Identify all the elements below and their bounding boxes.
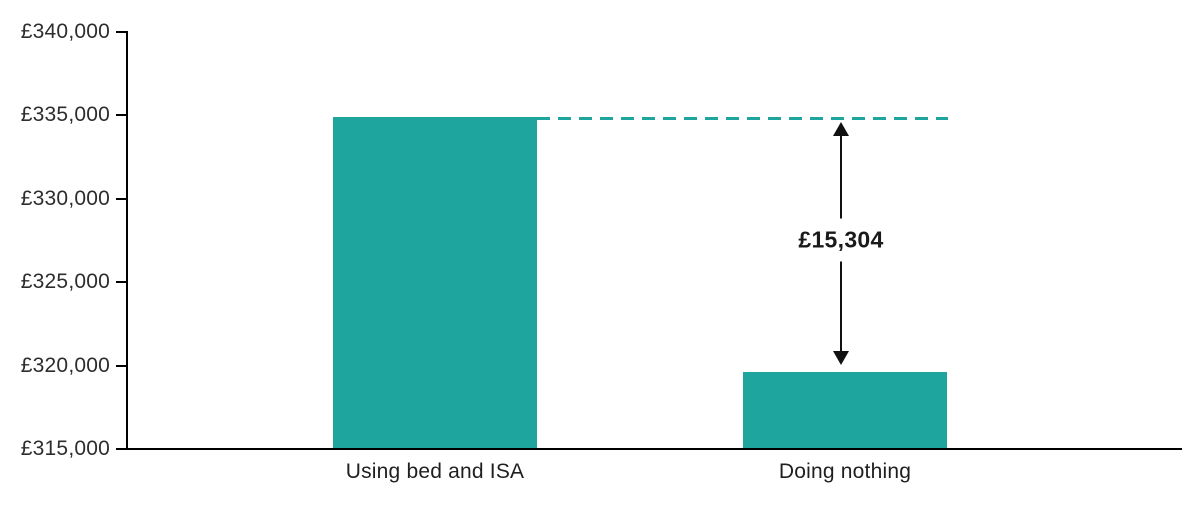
y-tick-mark: [116, 365, 126, 367]
y-tick-label: £330,000: [20, 186, 110, 210]
y-tick-mark: [116, 198, 126, 200]
y-tick-mark: [116, 31, 126, 33]
arrow-up-icon: [833, 122, 849, 136]
y-axis-line: [126, 31, 128, 450]
bar-doing-nothing: [743, 372, 947, 448]
x-category-label: Doing nothing: [778, 460, 912, 483]
x-axis-line: [126, 448, 1182, 450]
y-tick-mark: [116, 448, 126, 450]
y-tick-label: £335,000: [20, 103, 110, 127]
y-tick-mark: [116, 281, 126, 283]
y-tick-label: £320,000: [20, 353, 110, 377]
difference-dashed-line: [537, 117, 948, 120]
y-tick-label: £315,000: [20, 437, 110, 460]
y-tick-mark: [116, 114, 126, 116]
arrow-down-icon: [833, 351, 849, 365]
difference-label: £15,304: [792, 218, 890, 261]
y-tick-label: £325,000: [20, 270, 110, 294]
x-category-label: Using bed and ISA: [345, 460, 525, 483]
y-tick-label: £340,000: [20, 20, 110, 43]
bar-using-bed-and-isa: [333, 116, 537, 448]
